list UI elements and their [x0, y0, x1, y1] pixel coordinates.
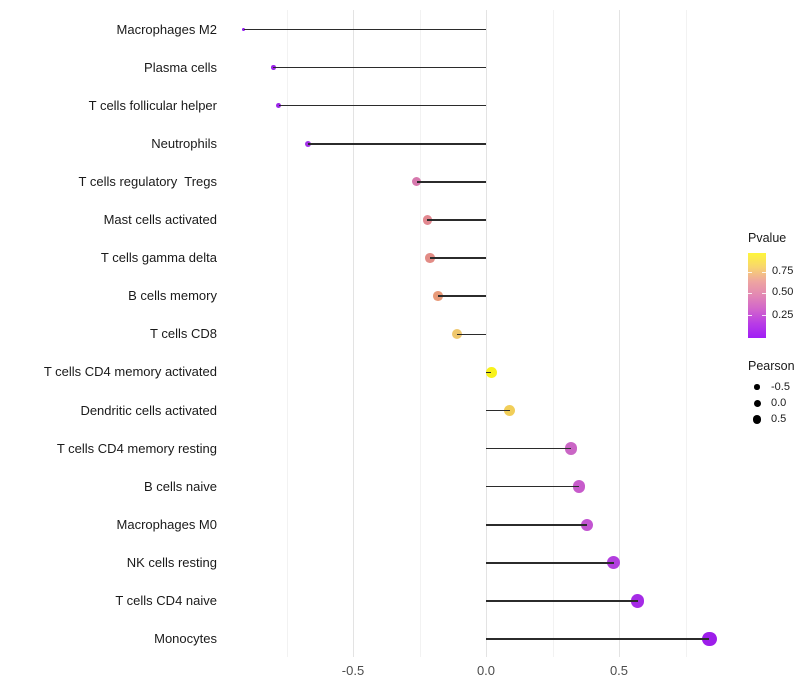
pearson-legend-label: 0.0 — [771, 396, 787, 409]
colorbar-tick — [762, 315, 766, 317]
lollipop-stem — [486, 447, 572, 450]
colorbar-tick — [748, 271, 752, 273]
lollipop-stem — [427, 219, 486, 221]
x-tick-label: 0.5 — [609, 663, 629, 678]
lollipop-dot — [451, 329, 462, 340]
pvalue-colorbar — [748, 253, 766, 338]
category-label: T cells CD4 memory activated — [43, 364, 217, 380]
category-label: Plasma cells — [144, 59, 217, 75]
colorbar-tick — [748, 292, 752, 294]
lollipop-dot — [422, 215, 433, 225]
colorbar-tick — [748, 315, 752, 317]
colorbar-tick — [762, 271, 766, 273]
pearson-legend-dot — [752, 415, 762, 424]
pearson-legend-label: -0.5 — [771, 380, 790, 393]
gridline-major — [486, 10, 487, 657]
lollipop-stem — [486, 562, 614, 564]
lollipop-stem — [273, 66, 486, 69]
category-label: Macrophages M0 — [116, 516, 217, 532]
lollipop-stem — [486, 409, 510, 412]
category-label: Monocytes — [154, 631, 217, 647]
category-label: Dendritic cells activated — [80, 402, 217, 418]
pearson-legend-title: Pearson — [748, 359, 795, 373]
lollipop-dot — [412, 177, 422, 187]
gridline-minor — [552, 10, 554, 657]
category-label: T cells regulatory Tregs — [78, 173, 217, 189]
lollipop-stem — [438, 295, 486, 297]
lollipop-stem — [278, 104, 486, 107]
plot-panel — [222, 10, 731, 657]
category-label: T cells CD8 — [150, 326, 217, 342]
pvalue-tick-label: 0.25 — [772, 308, 794, 321]
lollipop-stem — [486, 524, 588, 526]
lollipop-stem — [307, 143, 486, 145]
lollipop-stem — [486, 485, 580, 488]
lollipop-stem — [456, 333, 486, 336]
gridline-minor — [286, 10, 288, 657]
category-label: T cells gamma delta — [100, 250, 217, 266]
category-label: B cells naive — [144, 478, 217, 494]
category-label: Mast cells activated — [103, 212, 217, 227]
colorbar-tick — [762, 292, 766, 294]
gridline-minor — [685, 10, 687, 657]
pvalue-tick-label: 0.50 — [772, 286, 794, 299]
lollipop-dot — [702, 631, 717, 647]
lollipop-stem — [416, 181, 486, 183]
category-label: T cells CD4 naive — [115, 593, 217, 608]
gridline-major — [353, 10, 354, 657]
lollipop-stem — [486, 600, 638, 602]
category-label: T cells CD4 memory resting — [56, 440, 217, 456]
category-label: Neutrophils — [151, 135, 217, 151]
lollipop-stem — [430, 257, 486, 259]
pearson-legend-dot — [754, 384, 760, 390]
pearson-legend-dot — [753, 399, 761, 407]
gridline-major — [619, 10, 620, 657]
pearson-legend-label: 0.5 — [771, 412, 787, 425]
pvalue-tick-label: 0.75 — [772, 265, 794, 278]
lollipop-stem — [486, 371, 492, 374]
lollipop-dot — [276, 103, 281, 109]
lollipop-dot — [270, 65, 276, 70]
category-label: T cells follicular helper — [88, 97, 217, 113]
category-label: B cells memory — [128, 288, 217, 304]
gridline-minor — [419, 10, 421, 657]
x-tick-label: 0.0 — [476, 663, 496, 678]
lollipop-dot — [630, 594, 645, 608]
pvalue-legend-title: Pvalue — [748, 231, 787, 245]
x-tick-label: -0.5 — [341, 663, 365, 678]
lollipop-dot — [564, 442, 578, 455]
lollipop-stem — [243, 28, 486, 31]
category-label: Macrophages M2 — [116, 21, 217, 37]
lollipop-stem — [486, 638, 710, 640]
category-label: NK cells resting — [126, 554, 217, 570]
